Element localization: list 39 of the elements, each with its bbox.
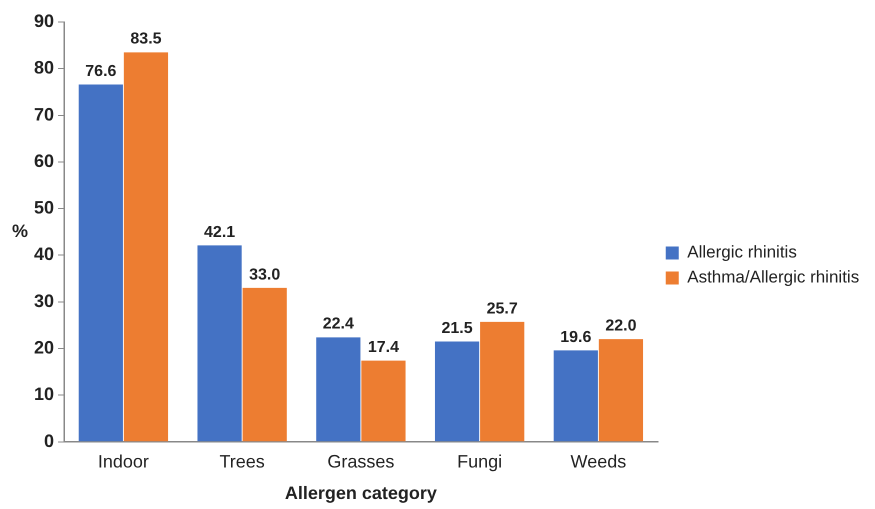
x-tick-label: Grasses	[327, 452, 394, 472]
bar	[78, 84, 123, 442]
y-tick-label: 90	[34, 10, 54, 31]
bar	[434, 342, 480, 442]
bar	[554, 350, 598, 442]
data-label: 19.6	[560, 328, 592, 346]
y-tick-label: 20	[34, 337, 54, 358]
y-axis-title: %	[12, 220, 28, 241]
bar	[316, 337, 360, 442]
y-tick-label: 0	[44, 430, 54, 451]
y-tick-label: 30	[34, 290, 54, 311]
y-tick-label: 60	[34, 150, 54, 171]
x-tick-label: Fungi	[457, 452, 502, 472]
data-label: 83.5	[130, 30, 162, 48]
y-tick-label: 10	[34, 384, 54, 404]
x-tick-label: Indoor	[98, 452, 149, 472]
data-label: 25.7	[486, 300, 518, 318]
data-label: 42.1	[204, 224, 236, 241]
bar	[480, 322, 524, 442]
bar	[242, 288, 287, 442]
y-tick-label: 80	[34, 58, 54, 78]
legend-label: Allergic rhinitis	[687, 242, 797, 262]
legend-label: Asthma/Allergic rhinitis	[687, 268, 860, 287]
bar	[124, 52, 168, 442]
bar	[361, 360, 406, 442]
data-label: 22.0	[605, 318, 637, 335]
data-label: 76.6	[85, 62, 117, 80]
x-tick-label: Trees	[219, 452, 265, 472]
data-label: 33.0	[249, 266, 280, 284]
data-label: 21.5	[442, 320, 473, 337]
y-tick-label: 70	[34, 104, 54, 124]
y-tick-label: 50	[34, 198, 54, 218]
y-tick-label: 40	[34, 244, 54, 264]
x-tick-label: Weeds	[570, 452, 626, 472]
data-label: 17.4	[368, 339, 400, 356]
bar	[197, 245, 242, 442]
x-axis-title: Allergen category	[284, 483, 437, 504]
bar	[598, 339, 644, 442]
data-label: 22.4	[322, 316, 354, 333]
